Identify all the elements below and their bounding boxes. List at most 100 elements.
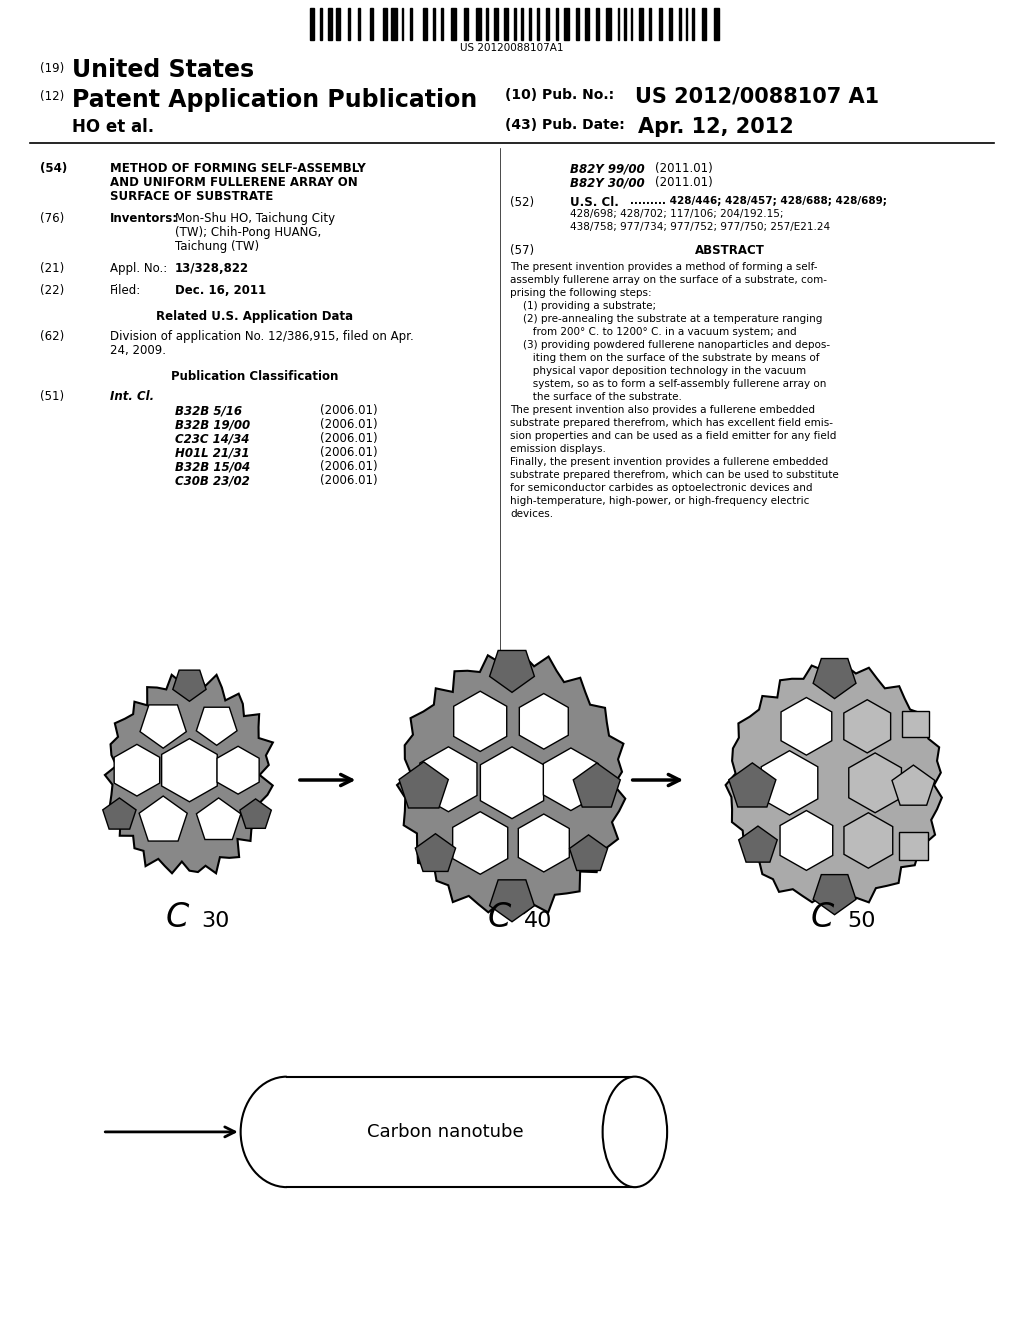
Polygon shape — [197, 708, 237, 746]
Polygon shape — [397, 655, 626, 913]
Text: prising the following steps:: prising the following steps: — [510, 288, 651, 298]
Text: (10) Pub. No.:: (10) Pub. No.: — [505, 88, 614, 102]
Text: (62): (62) — [40, 330, 65, 343]
Text: The present invention provides a method of forming a self-: The present invention provides a method … — [510, 261, 817, 272]
Bar — [423, 8, 427, 40]
Text: C23C 14/34: C23C 14/34 — [175, 432, 250, 445]
Text: (TW); Chih-Pong HUANG,: (TW); Chih-Pong HUANG, — [175, 226, 322, 239]
Bar — [441, 8, 443, 40]
Polygon shape — [416, 834, 456, 871]
Polygon shape — [454, 692, 507, 751]
Polygon shape — [729, 763, 776, 807]
Polygon shape — [453, 812, 508, 874]
Text: system, so as to form a self-assembly fullerene array on: system, so as to form a self-assembly fu… — [510, 379, 826, 389]
Bar — [348, 8, 350, 40]
Text: (43) Pub. Date:: (43) Pub. Date: — [505, 117, 625, 132]
Text: U.S. Cl.: U.S. Cl. — [570, 195, 618, 209]
Text: AND UNIFORM FULLERENE ARRAY ON: AND UNIFORM FULLERENE ARRAY ON — [110, 176, 357, 189]
Bar — [575, 8, 580, 40]
Text: (57): (57) — [510, 244, 535, 257]
Bar — [669, 8, 673, 40]
Text: H01L 21/31: H01L 21/31 — [175, 446, 250, 459]
Text: (12): (12) — [40, 90, 65, 103]
Text: ABSTRACT: ABSTRACT — [695, 244, 765, 257]
Polygon shape — [573, 763, 621, 807]
Polygon shape — [114, 744, 160, 796]
Text: 40: 40 — [524, 911, 553, 931]
Bar — [495, 8, 498, 40]
Bar — [486, 8, 487, 40]
Bar — [639, 8, 643, 40]
Polygon shape — [518, 814, 569, 873]
Text: B32B 5/16: B32B 5/16 — [175, 404, 242, 417]
Wedge shape — [241, 1086, 333, 1177]
Text: physical vapor deposition technology in the vacuum: physical vapor deposition technology in … — [510, 366, 806, 376]
Text: (21): (21) — [40, 261, 65, 275]
Text: Mon-Shu HO, Taichung City: Mon-Shu HO, Taichung City — [175, 213, 335, 224]
Bar — [401, 8, 403, 40]
Text: the surface of the substrate.: the surface of the substrate. — [510, 392, 682, 403]
Text: (54): (54) — [40, 162, 68, 176]
Text: (2006.01): (2006.01) — [319, 418, 378, 432]
Polygon shape — [139, 796, 187, 841]
Polygon shape — [844, 813, 893, 869]
Text: high-temperature, high-power, or high-frequency electric: high-temperature, high-power, or high-fr… — [510, 496, 809, 506]
Text: iting them on the surface of the substrate by means of: iting them on the surface of the substra… — [510, 352, 819, 363]
Text: Int. Cl.: Int. Cl. — [110, 389, 155, 403]
Bar — [605, 8, 611, 40]
Text: Filed:: Filed: — [110, 284, 141, 297]
Polygon shape — [844, 700, 891, 752]
Text: $C$: $C$ — [810, 902, 835, 935]
Text: (19): (19) — [40, 62, 65, 75]
Text: for semiconductor carbides as optoelectronic devices and: for semiconductor carbides as optoelectr… — [510, 483, 812, 492]
Polygon shape — [102, 799, 136, 829]
Bar — [529, 8, 530, 40]
Text: (2011.01): (2011.01) — [655, 162, 713, 176]
Bar — [383, 8, 386, 40]
Text: from 200° C. to 1200° C. in a vacuum system; and: from 200° C. to 1200° C. in a vacuum sys… — [510, 327, 797, 337]
Polygon shape — [813, 875, 856, 915]
Text: Patent Application Publication: Patent Application Publication — [72, 88, 477, 112]
Bar — [451, 8, 457, 40]
Text: (1) providing a substrate;: (1) providing a substrate; — [510, 301, 656, 312]
Text: assembly fullerene array on the surface of a substrate, com-: assembly fullerene array on the surface … — [510, 275, 827, 285]
Polygon shape — [162, 739, 217, 801]
Polygon shape — [399, 762, 449, 808]
Text: 438/758; 977/734; 977/752; 977/750; 257/E21.24: 438/758; 977/734; 977/752; 977/750; 257/… — [570, 222, 830, 232]
Polygon shape — [197, 799, 241, 840]
Text: C30B 23/02: C30B 23/02 — [175, 474, 250, 487]
Bar — [504, 8, 508, 40]
Text: Taichung (TW): Taichung (TW) — [175, 240, 259, 253]
Text: (51): (51) — [40, 389, 65, 403]
Bar — [521, 8, 522, 40]
Text: emission displays.: emission displays. — [510, 444, 606, 454]
Text: US 20120088107A1: US 20120088107A1 — [460, 44, 564, 53]
Text: devices.: devices. — [510, 510, 553, 519]
Text: 50: 50 — [847, 911, 876, 931]
Text: United States: United States — [72, 58, 254, 82]
Text: 30: 30 — [202, 911, 230, 931]
Bar — [538, 8, 540, 40]
Bar — [649, 8, 651, 40]
Text: Publication Classification: Publication Classification — [171, 370, 339, 383]
Polygon shape — [813, 659, 856, 698]
Text: (76): (76) — [40, 213, 65, 224]
Text: Inventors:: Inventors: — [110, 213, 178, 224]
Polygon shape — [892, 766, 935, 805]
Polygon shape — [104, 675, 272, 874]
Text: B32B 15/04: B32B 15/04 — [175, 459, 250, 473]
Polygon shape — [420, 747, 477, 812]
Text: The present invention also provides a fullerene embedded: The present invention also provides a fu… — [510, 405, 815, 414]
Polygon shape — [140, 705, 186, 748]
Text: (22): (22) — [40, 284, 65, 297]
Polygon shape — [899, 832, 928, 861]
Text: Related U.S. Application Data: Related U.S. Application Data — [157, 310, 353, 323]
Polygon shape — [781, 697, 831, 755]
Polygon shape — [489, 651, 535, 693]
Text: B82Y 30/00: B82Y 30/00 — [570, 176, 645, 189]
Text: sion properties and can be used as a field emitter for any field: sion properties and can be used as a fie… — [510, 432, 837, 441]
Bar — [658, 8, 663, 40]
Polygon shape — [780, 810, 833, 870]
Polygon shape — [738, 826, 777, 862]
Text: (2006.01): (2006.01) — [319, 446, 378, 459]
